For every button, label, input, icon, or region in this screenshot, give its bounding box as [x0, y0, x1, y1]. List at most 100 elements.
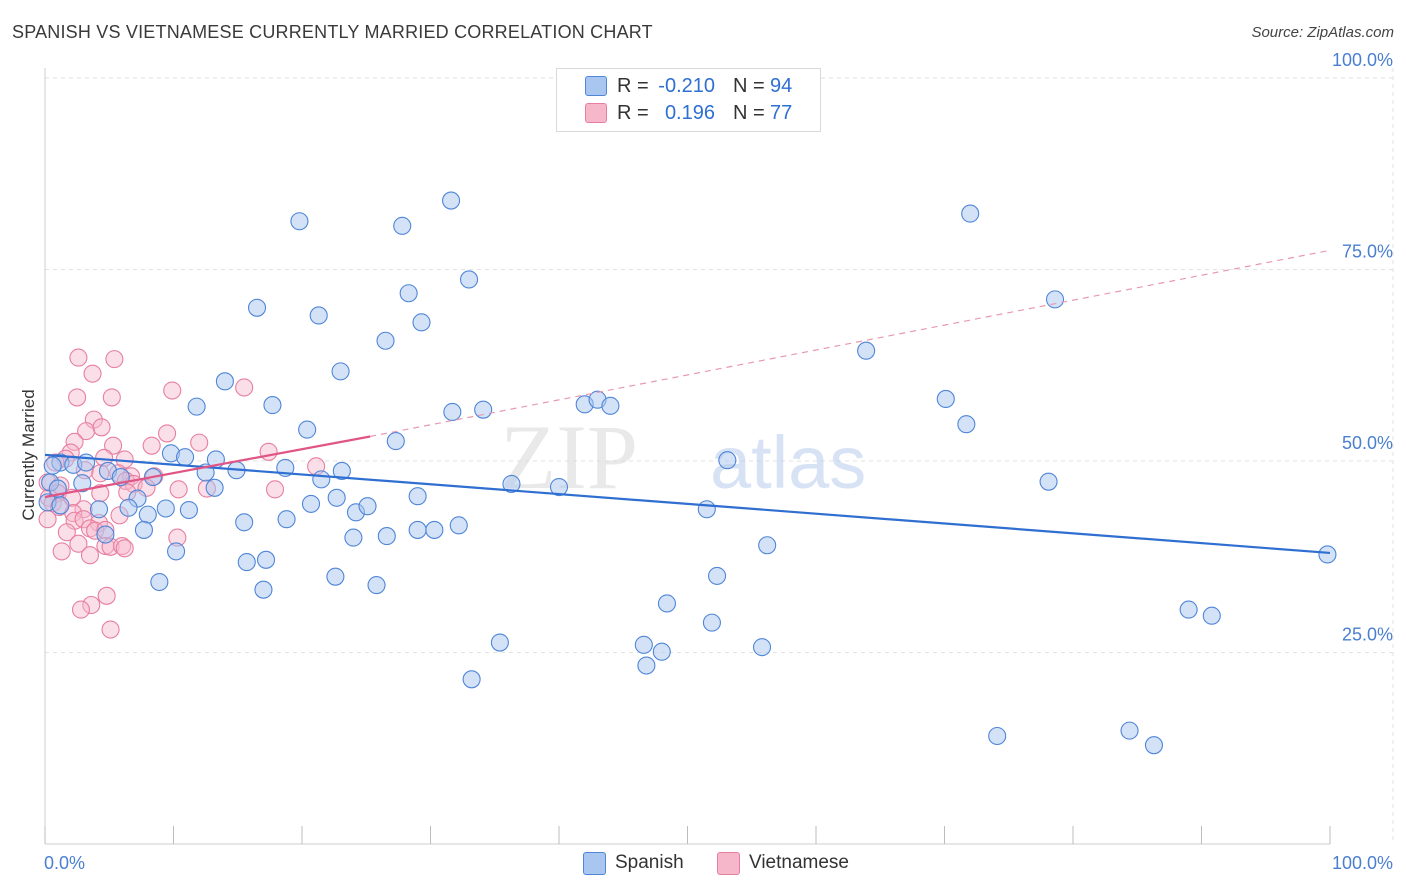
y-tick-labels: 25.0% 50.0% 75.0% 100.0% [1332, 50, 1393, 645]
spanish-point [376, 331, 395, 350]
spanish-point [326, 567, 345, 586]
spanish-point [425, 520, 444, 539]
spanish-point [377, 527, 396, 546]
spanish-point [332, 461, 351, 481]
spanish-trend-line [44, 453, 1331, 555]
spanish-point [176, 448, 195, 467]
vietnamese-point [158, 424, 177, 443]
vietnamese-point [83, 364, 102, 383]
axes [44, 68, 1331, 845]
spanish-point [408, 520, 427, 539]
spanish-point [459, 270, 479, 289]
spanish-point [462, 670, 481, 689]
spanish-points [38, 191, 1337, 755]
vietnamese-point [69, 534, 88, 553]
spanish-point [51, 496, 70, 515]
vietnamese-swatch [585, 103, 607, 123]
spanish-point [167, 542, 186, 561]
spanish-point [1120, 721, 1139, 740]
legend-r-value: -0.210 [658, 75, 715, 97]
chart-title: SPANISH VS VIETNAMESE CURRENTLY MARRIED … [12, 22, 653, 42]
vietnamese-point [102, 388, 121, 407]
x-tick-label: 0.0% [44, 853, 85, 873]
legend-r-value: 0.196 [664, 102, 715, 124]
spanish-point [43, 456, 62, 475]
spanish-point [277, 510, 296, 529]
spanish-point [758, 536, 777, 555]
vietnamese-point [80, 546, 100, 565]
spanish-point [857, 341, 876, 360]
legend-n-label: N = [733, 102, 765, 124]
spanish-point [443, 402, 462, 422]
spanish-point [1318, 545, 1337, 564]
spanish-point [474, 400, 493, 419]
spanish-point [1144, 736, 1164, 755]
legend-r-label: R = [617, 75, 649, 97]
vietnamese-point [235, 378, 254, 397]
spanish-point [344, 528, 363, 547]
spanish-point [708, 566, 727, 585]
vietnamese-point [163, 381, 182, 400]
spanish-point [150, 572, 169, 592]
watermark-zip: ZIP [500, 406, 638, 508]
spanish-point [399, 284, 418, 303]
spanish-point [490, 633, 509, 652]
spanish-point [205, 478, 224, 497]
spanish-point [1202, 606, 1221, 625]
spanish-point [263, 396, 282, 415]
y-axis-label: Currently Married [19, 389, 38, 520]
y-tick-label: 25.0% [1342, 625, 1393, 645]
spanish-point [138, 505, 157, 524]
spanish-point [936, 389, 955, 409]
vietnamese-point [105, 350, 124, 369]
spanish-point [187, 397, 206, 416]
spanish-point [309, 306, 328, 325]
spanish-point [73, 474, 92, 493]
spanish-point [988, 726, 1007, 746]
spanish-point [358, 497, 377, 516]
spanish-point [718, 451, 737, 470]
spanish-point [549, 477, 569, 497]
spanish-swatch [585, 76, 607, 96]
spanish-point [386, 432, 405, 451]
spanish-point [961, 204, 980, 223]
spanish-point [1045, 290, 1065, 309]
spanish-point [412, 313, 431, 332]
vietnamese-point [57, 523, 76, 542]
y-tick-label: 50.0% [1342, 433, 1393, 453]
spanish-point [237, 553, 256, 572]
x-tick-label: 100.0% [1332, 853, 1393, 873]
spanish-point [408, 487, 427, 506]
bottom-legend-label: Spanish [615, 852, 684, 873]
vietnamese-point [82, 595, 101, 615]
y-tick-label: 100.0% [1332, 50, 1393, 70]
spanish-point [298, 420, 317, 439]
vietnamese-point [92, 418, 111, 437]
legend-row-vietnamese: R = 0.196 N = 77 [557, 100, 820, 126]
vietnamese-point [104, 436, 123, 455]
chart-source: Source: ZipAtlas.com [1251, 24, 1394, 41]
vietnamese-points [38, 348, 326, 639]
x-tick-labels: 0.0% 100.0% [44, 853, 1393, 873]
spanish-point [1179, 600, 1198, 619]
spanish-point [312, 470, 331, 489]
trend-lines [44, 249, 1331, 555]
spanish-point [215, 372, 234, 391]
spanish-point [957, 415, 976, 434]
spanish-point [393, 216, 412, 235]
spanish-point [502, 474, 521, 494]
vietnamese-point [169, 480, 188, 499]
vietnamese-point [97, 586, 116, 605]
spanish-point [652, 642, 671, 661]
spanish-point [331, 362, 350, 381]
vietnamese-point [71, 600, 91, 619]
spanish-point [179, 500, 198, 520]
vietnamese-point [69, 348, 88, 367]
spanish-point [657, 594, 676, 613]
legend-n-value: 94 [770, 75, 793, 97]
spanish-point [301, 494, 321, 513]
vietnamese-point [38, 510, 57, 529]
spanish-point [119, 498, 138, 517]
spanish-swatch [583, 852, 606, 875]
